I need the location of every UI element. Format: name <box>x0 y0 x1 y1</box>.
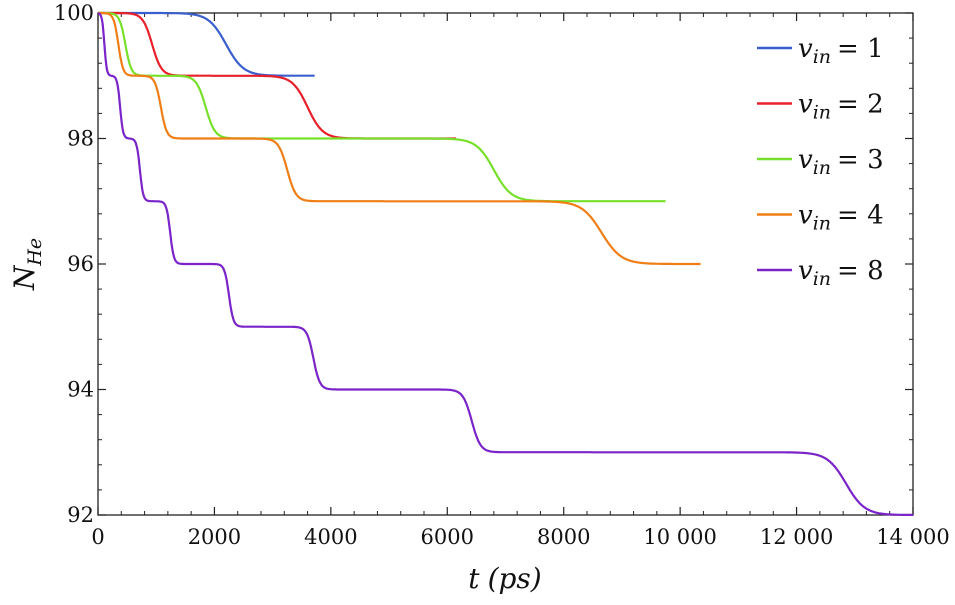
legend-entry-5: vin = 8 <box>798 256 884 290</box>
series-line-3 <box>97 11 667 203</box>
series-group <box>97 11 914 517</box>
legend-entry-3: vin = 3 <box>798 145 884 179</box>
series-line-5 <box>97 12 914 517</box>
x-tick-label: 12 000 <box>760 525 833 549</box>
y-tick-label: 100 <box>54 1 94 25</box>
y-tick-label: 92 <box>67 503 94 527</box>
y-tick-label: 98 <box>67 127 94 151</box>
y-axis-label: NHe <box>8 238 46 291</box>
legend-entry-1: vin = 1 <box>798 34 884 68</box>
x-tick-label: 6000 <box>421 525 474 549</box>
x-tick-label: 0 <box>91 525 104 549</box>
y-tick-label: 94 <box>67 378 94 402</box>
x-tick-label: 8000 <box>537 525 590 549</box>
series-line-4 <box>97 11 702 266</box>
tick-labels: 0 2000 4000 6000 8000 10 000 12 000 14 000 92 94 9… <box>54 1 950 549</box>
legend-entry-4: vin = 4 <box>798 201 884 235</box>
x-tick-label: 10 000 <box>643 525 716 549</box>
legend-entry-2: vin = 2 <box>798 90 884 124</box>
y-tick-label: 96 <box>67 252 94 276</box>
x-tick-label: 2000 <box>188 525 241 549</box>
x-axis-label: t (ps) <box>468 562 541 595</box>
legend: vin = 1 vin = 2 vin = 3 vin = 4 vin = 8 <box>757 34 884 290</box>
x-tick-label: 4000 <box>304 525 357 549</box>
series-line-1 <box>97 11 316 77</box>
x-tick-label: 14 000 <box>876 525 949 549</box>
